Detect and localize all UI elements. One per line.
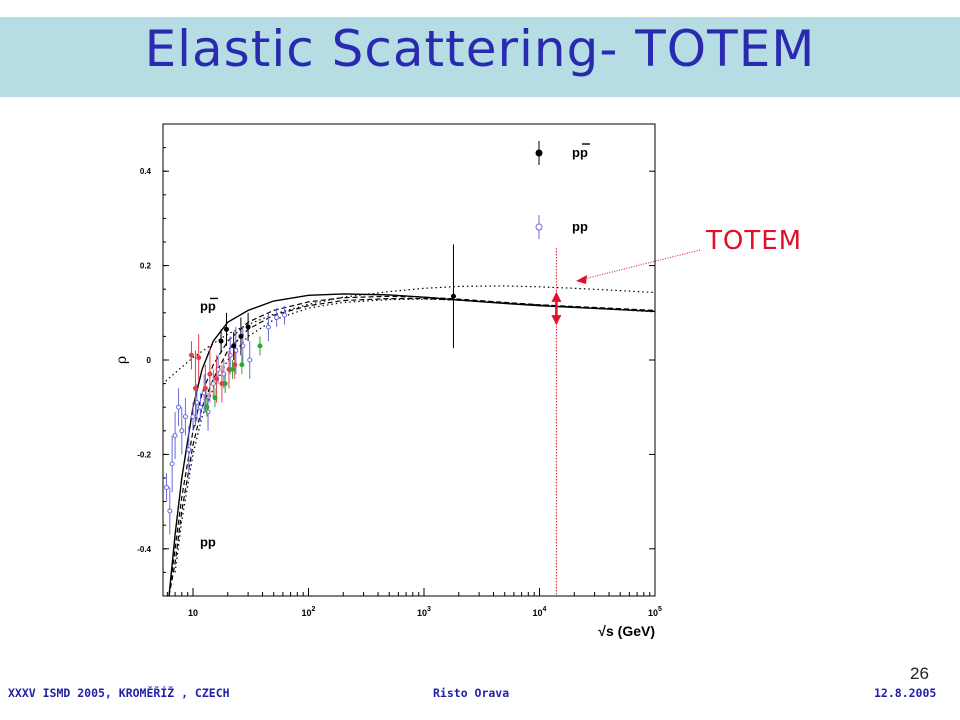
curve-label: pp xyxy=(200,534,216,549)
green-data-point xyxy=(239,362,245,368)
totem-pointer-line xyxy=(583,249,701,280)
red-data-point xyxy=(202,385,208,391)
legend-label: pp xyxy=(572,145,588,160)
y-tick-label: 0 xyxy=(147,356,152,365)
pbar-data-point xyxy=(231,343,237,349)
x-tick-label: 102 xyxy=(302,606,316,618)
totem-annotation-label: TOTEM xyxy=(706,226,803,256)
pbar-data-point xyxy=(245,324,251,330)
totem-arrow-head-down xyxy=(551,315,562,326)
pp-data-point xyxy=(176,404,182,410)
pp-data-point xyxy=(274,315,280,321)
x-tick-label: 103 xyxy=(417,606,431,618)
pp-data-point xyxy=(186,447,192,453)
red-data-point xyxy=(196,355,202,361)
slide-number: 26 xyxy=(910,664,929,683)
pp-data-point xyxy=(172,433,178,439)
pp-data-point xyxy=(179,428,185,434)
x-tick-label: 10 xyxy=(188,608,198,618)
pp-data-point xyxy=(164,484,170,490)
title-banner xyxy=(0,17,960,97)
x-tick-label: 105 xyxy=(648,606,662,618)
footer-date: 12.8.2005 xyxy=(874,686,937,700)
model-curve-dashed xyxy=(168,298,655,596)
red-data-point xyxy=(214,376,220,382)
pp-data-point xyxy=(190,414,196,420)
pp-data-point xyxy=(167,508,173,514)
model-curve-dotted xyxy=(174,298,655,573)
pp-data-point xyxy=(169,461,175,467)
pp-data-point xyxy=(247,357,253,363)
pp-data-point xyxy=(197,404,203,410)
legend-marker xyxy=(535,149,543,157)
red-data-point xyxy=(232,362,238,368)
y-axis-label: ρ xyxy=(114,356,130,364)
y-tick-label: 0.2 xyxy=(140,262,152,271)
model-curve-solid xyxy=(168,293,655,596)
slide-title: Elastic Scattering- TOTEM xyxy=(144,20,816,78)
curve-label: pp xyxy=(200,298,216,313)
red-data-point xyxy=(188,352,194,358)
pp-data-point xyxy=(210,381,216,387)
footer-author: Risto Orava xyxy=(433,686,510,700)
totem-pointer-head xyxy=(576,275,587,284)
pbar-data-point xyxy=(223,326,229,332)
footer-conference: XXXV ISMD 2005, KROMĚŘÍŽ , CZECH xyxy=(8,686,230,700)
y-tick-label: 0.4 xyxy=(140,167,152,176)
pbar-data-point xyxy=(450,293,456,299)
x-tick-label: 104 xyxy=(533,606,547,618)
green-data-point xyxy=(257,343,263,349)
model-curve-dotted xyxy=(165,285,655,382)
legend-marker xyxy=(535,223,543,231)
green-data-point xyxy=(222,381,228,387)
pp-data-point xyxy=(182,414,188,420)
totem-arrow-head-up xyxy=(551,291,562,302)
x-axis-label: √s (GeV) xyxy=(598,623,655,639)
legend-label: pp xyxy=(572,219,588,234)
red-data-point xyxy=(192,385,198,391)
y-tick-label: -0.4 xyxy=(137,545,151,554)
red-data-point xyxy=(207,371,213,377)
green-data-point xyxy=(204,404,210,410)
pp-data-point xyxy=(282,312,288,318)
pbar-data-point xyxy=(218,338,224,344)
plot-area xyxy=(164,244,655,596)
green-data-point xyxy=(212,395,218,401)
y-tick-label: -0.2 xyxy=(137,450,151,459)
plot-frame xyxy=(162,123,656,597)
model-curve-dashed xyxy=(168,295,655,596)
green-data-point xyxy=(230,366,236,372)
pp-data-point xyxy=(265,324,271,330)
pbar-data-point xyxy=(238,333,244,339)
